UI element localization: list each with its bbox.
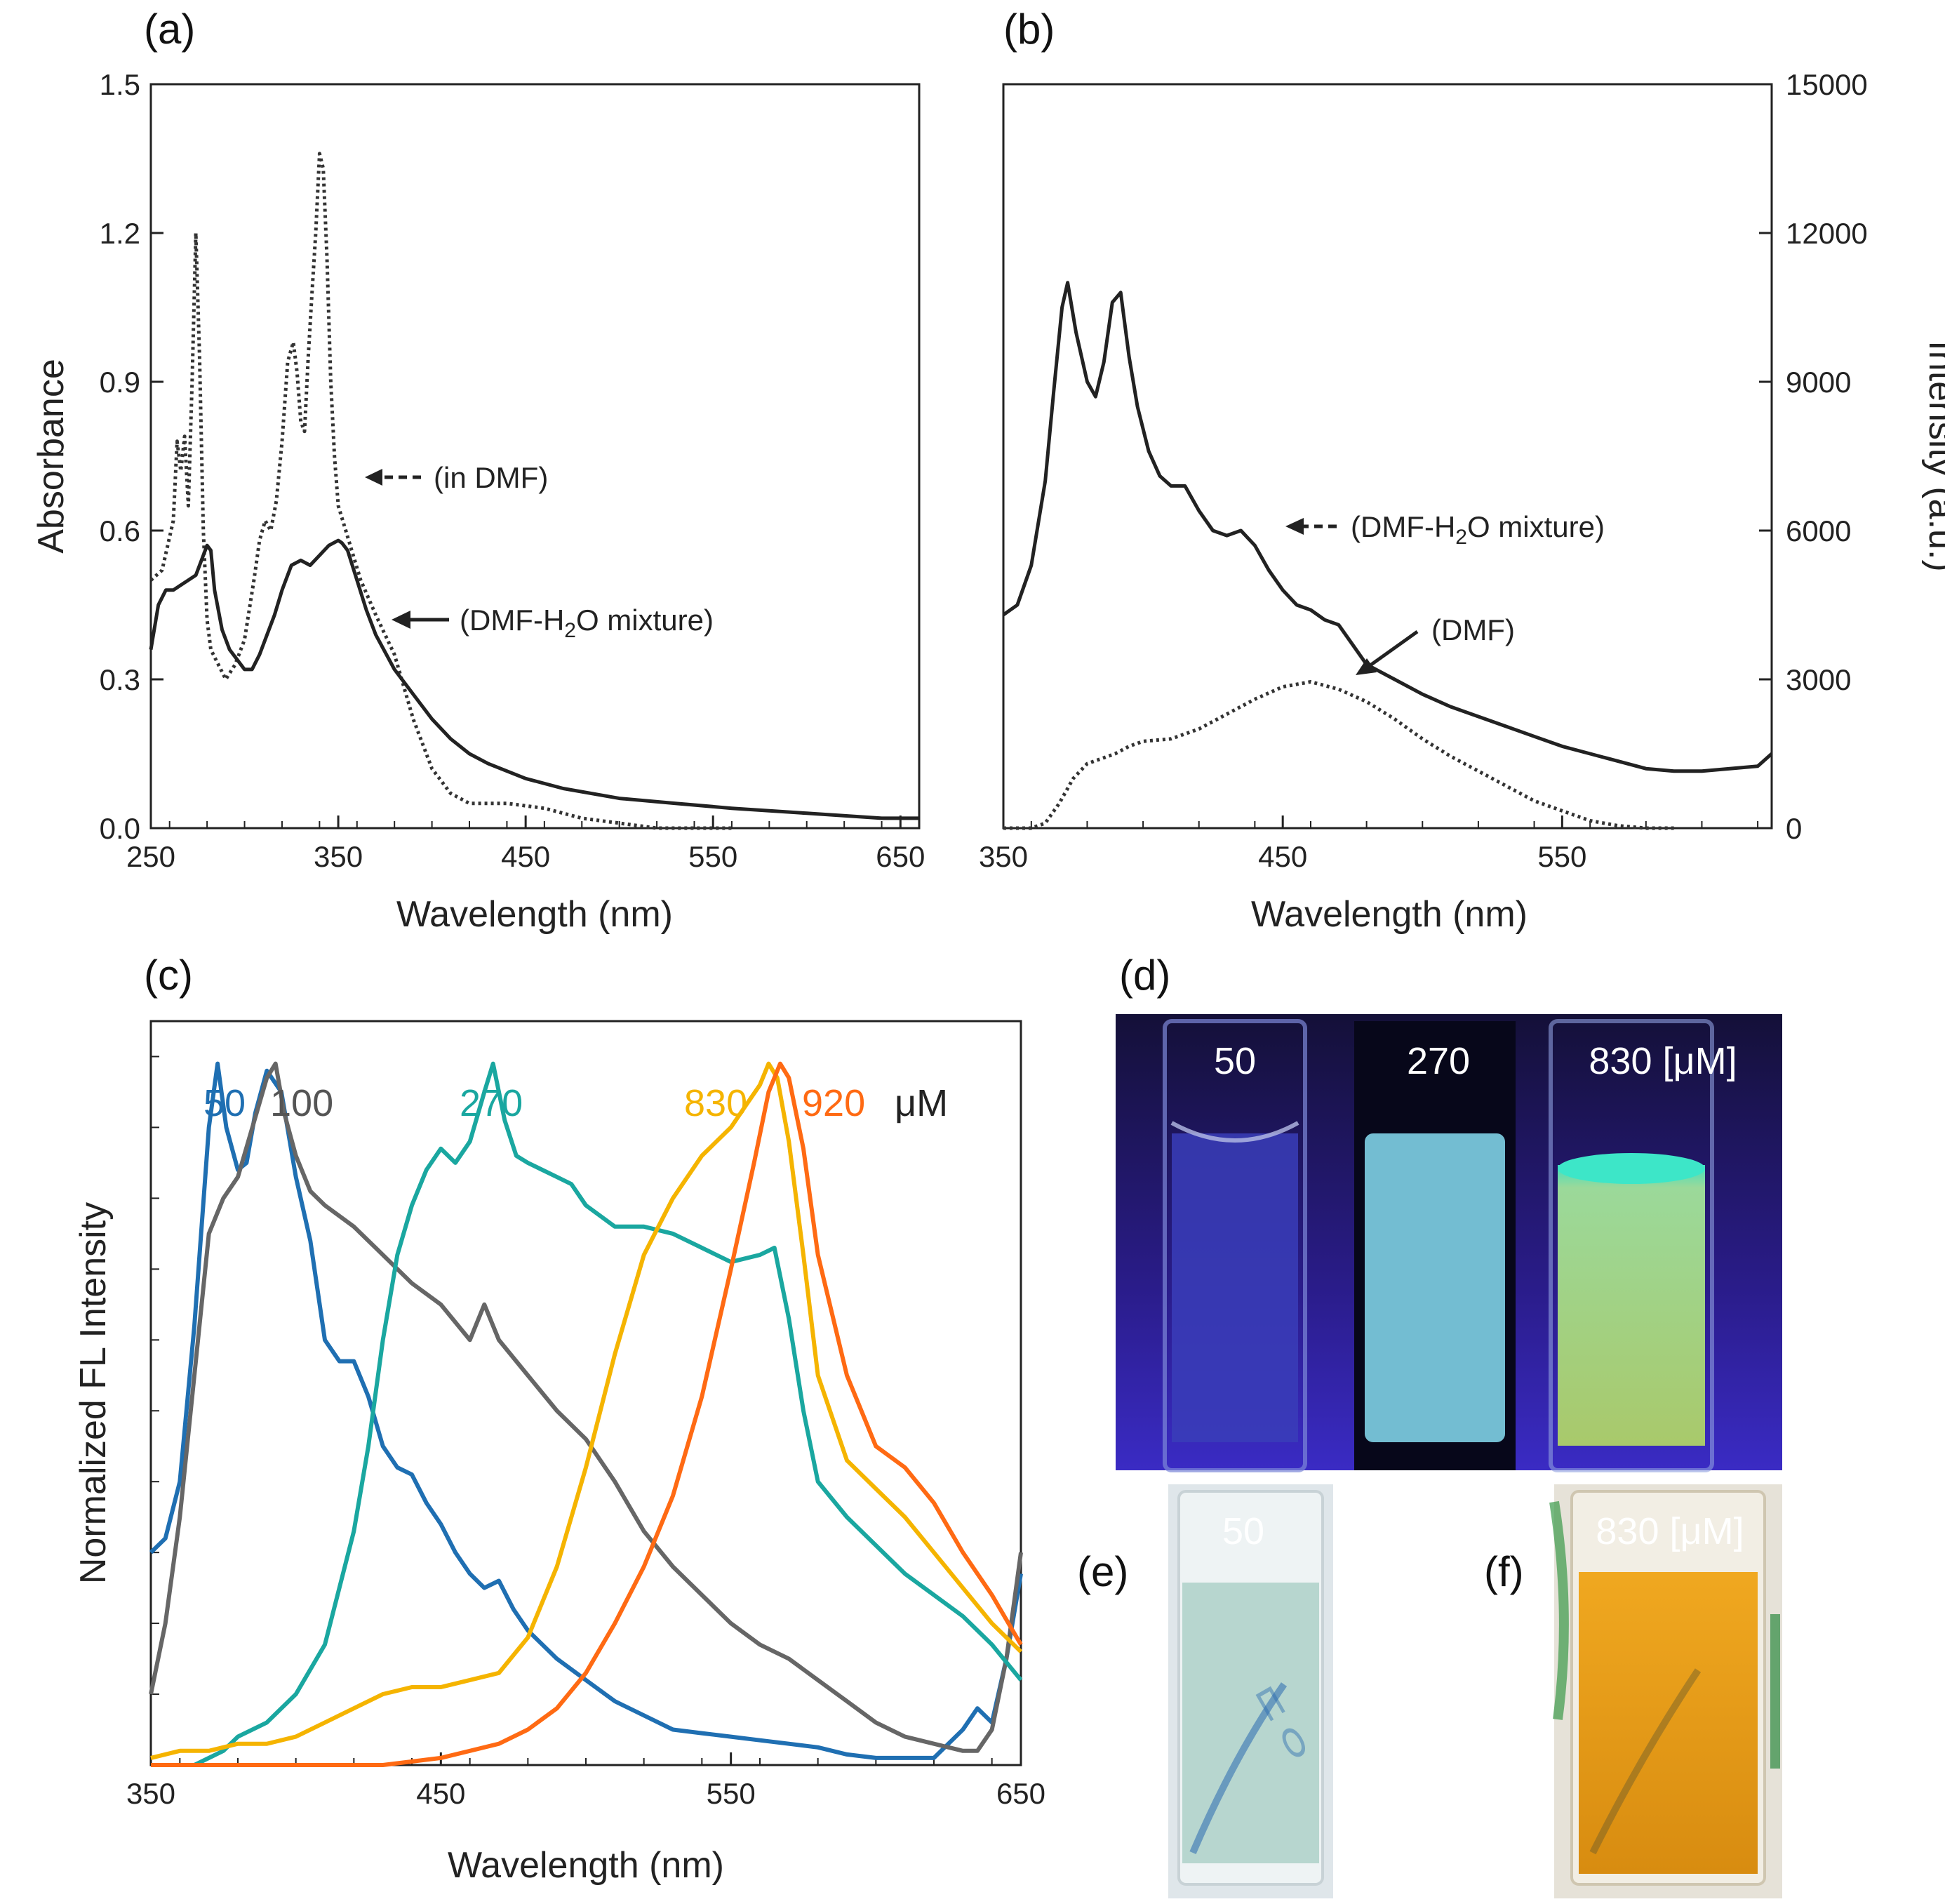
series-line-270 xyxy=(151,1061,1023,1767)
annotation-dmf-h2o-text: (DMF-H2O mixture) xyxy=(1351,510,1605,549)
plot-frame xyxy=(149,1020,1022,1766)
annotation-dmf: (DMF) xyxy=(1356,613,1515,675)
series-label-270: 270 xyxy=(460,1082,523,1124)
photo-label-f: 830 [μM] xyxy=(1596,1510,1744,1552)
x-axis-label: Wavelength (nm) xyxy=(1251,894,1528,935)
y-tick-label: 3000 xyxy=(1786,663,1851,696)
x-tick-label: 350 xyxy=(314,840,363,873)
panel-letter-c: (c) xyxy=(144,952,193,999)
series-label-830: 830 xyxy=(684,1082,747,1124)
y-tick-label: 12000 xyxy=(1786,217,1868,250)
plot-frame xyxy=(1002,83,1773,830)
x-tick-label: 550 xyxy=(707,1777,756,1810)
panel-letter-e: (e) xyxy=(1077,1548,1128,1595)
panel-letter-f: (f) xyxy=(1484,1548,1524,1595)
photo-label-830: 830 [μM] xyxy=(1589,1040,1737,1082)
series-line-50 xyxy=(149,1061,1023,1760)
series-label-920: 920 xyxy=(802,1082,865,1124)
y-tick-label: 0.6 xyxy=(100,514,140,547)
daylight-photo-50: ᄃᄋ 50 xyxy=(1168,1484,1333,1898)
cuvette-830 xyxy=(1549,1019,1714,1472)
uv-photo-cuvettes: 50 270 830 [μM] xyxy=(1116,1014,1782,1472)
daylight-photo-830: 830 [μM] xyxy=(1549,1484,1782,1898)
y-tick-label: 0.0 xyxy=(100,812,140,845)
y-tick-label: 0.9 xyxy=(100,366,140,399)
x-tick-label: 350 xyxy=(126,1777,175,1810)
annotation-dmf-h2o: (DMF-H2O mixture) xyxy=(392,604,714,642)
x-tick-label: 450 xyxy=(1258,840,1307,873)
panel-letter-d: (d) xyxy=(1119,952,1170,999)
annotation-dmf-h2o-text: (DMF-H2O mixture) xyxy=(460,604,714,642)
y-tick-label: 1.5 xyxy=(100,68,140,101)
x-tick-label: 450 xyxy=(501,840,550,873)
annotation-in-dmf-text: (in DMF) xyxy=(434,461,548,494)
series-line-dmf xyxy=(1003,680,1674,830)
annotation-dmf-text: (DMF) xyxy=(1431,613,1515,646)
x-axis-label: Wavelength (nm) xyxy=(448,1845,724,1886)
unit-label: μM xyxy=(895,1082,948,1124)
panel-letter-b: (b) xyxy=(1003,6,1055,53)
absorbance-chart: 250 350 450 550 650 0.0 0.3 0.6 0.9 1.2 1.5 Wavele… xyxy=(31,68,925,935)
y-axis-label: Absorbance xyxy=(31,359,72,554)
y-tick-label: 9000 xyxy=(1786,366,1851,399)
photo-label-50: 50 xyxy=(1214,1040,1256,1082)
series-line-100 xyxy=(149,1061,1023,1753)
y-tick-label: 0 xyxy=(1786,812,1802,845)
y-tick-label: 6000 xyxy=(1786,514,1851,547)
annotation-dmf-h2o: (DMF-H2O mixture) xyxy=(1285,510,1605,549)
cuvette-270 xyxy=(1354,1021,1516,1470)
y-axis-label: Normalized FL Intensity xyxy=(73,1202,114,1584)
series-line-dmf-h2o-mixture xyxy=(1002,281,1773,773)
y-tick-label: 15000 xyxy=(1786,68,1868,101)
series-line-830 xyxy=(150,1061,1023,1760)
series-label-100: 100 xyxy=(270,1082,333,1124)
series-line-920 xyxy=(151,1061,1023,1767)
annotation-in-dmf: (in DMF) xyxy=(365,461,548,494)
y-tick-label: 0.3 xyxy=(100,663,140,696)
series-line-dmf-h2o-mixture xyxy=(149,538,919,820)
plot-frame xyxy=(149,83,921,830)
x-tick-label: 650 xyxy=(996,1777,1045,1810)
photo-label-e: 50 xyxy=(1222,1510,1264,1552)
series-label-50: 50 xyxy=(203,1082,246,1124)
photo-label-270: 270 xyxy=(1407,1040,1470,1082)
x-tick-label: 550 xyxy=(688,840,737,873)
concentration-labels: 50 100 270 830 920 μM xyxy=(203,1082,948,1124)
series-line-in-dmf xyxy=(149,152,732,830)
x-tick-label: 250 xyxy=(126,840,175,873)
y-tick-label: 1.2 xyxy=(100,217,140,250)
x-tick-label: 350 xyxy=(979,840,1028,873)
x-tick-label: 450 xyxy=(416,1777,465,1810)
x-tick-label: 550 xyxy=(1537,840,1586,873)
panel-letter-a: (a) xyxy=(144,6,195,53)
cuvette-50 xyxy=(1163,1019,1307,1472)
intensity-chart: 350 450 550 0 3000 6000 9000 12000 15000 Wavelen… xyxy=(979,68,1945,935)
x-axis-label: Wavelength (nm) xyxy=(396,894,673,935)
y-axis-label: Intensity (a.u.) xyxy=(1921,340,1945,571)
x-tick-label: 650 xyxy=(876,840,925,873)
normalized-fl-chart: 350 450 550 650 Wavelength (nm) Normalized … xyxy=(73,1020,1045,1886)
